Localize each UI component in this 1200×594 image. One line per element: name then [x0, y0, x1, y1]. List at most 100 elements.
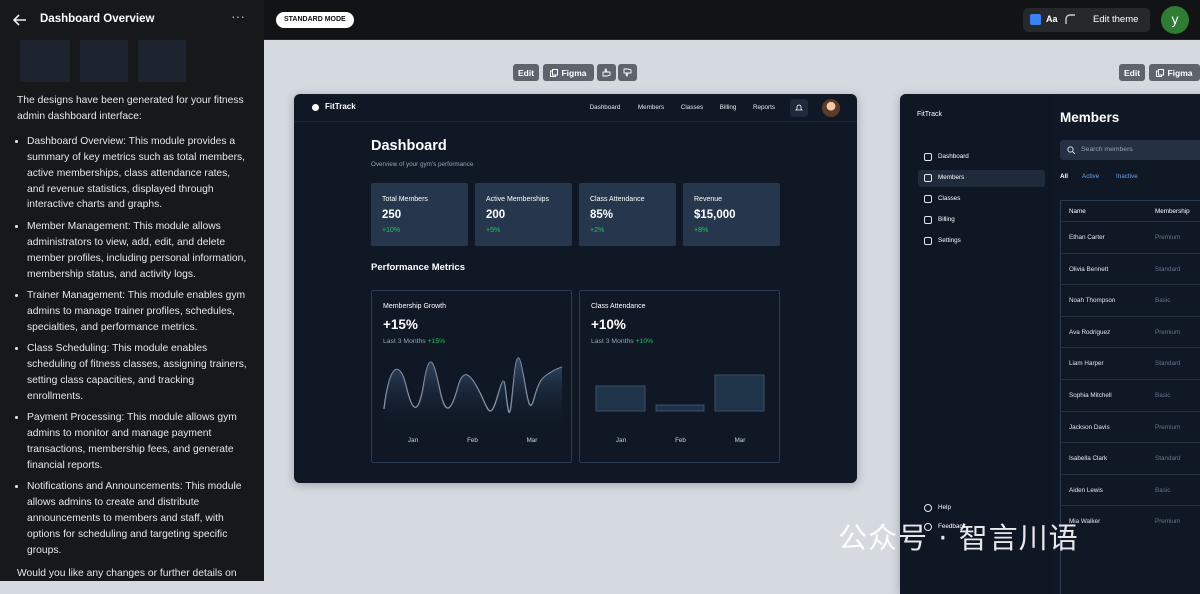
column-header: Membership — [1155, 208, 1190, 215]
sidebar-item[interactable]: Dashboard — [918, 149, 1045, 166]
table-cell: Basic — [1155, 392, 1171, 399]
thumbs-down[interactable] — [618, 64, 637, 81]
filter-tab[interactable]: All — [1060, 173, 1069, 180]
table-cell: Standard — [1155, 455, 1181, 463]
sidebar-icon — [924, 174, 932, 182]
month-label: Feb — [675, 437, 686, 444]
thumbs-up[interactable] — [597, 64, 616, 81]
edit-theme[interactable]: Edit theme — [1093, 14, 1139, 25]
stat-card: Total Members 250 +10% — [371, 183, 468, 246]
stat-change: +8% — [694, 227, 709, 234]
nav-link[interactable]: Billing — [719, 104, 737, 111]
sidebar-label: Dashboard — [938, 153, 969, 160]
chat-panel: Dashboard Overview ··· The designs have … — [0, 0, 264, 581]
bullet-item: Notifications and Announcements: This mo… — [27, 479, 249, 559]
sidebar-label: Classes — [938, 195, 961, 202]
stat-card: Active Memberships 200 +5% — [475, 183, 572, 246]
page: Dashboard Overview ··· The designs have … — [0, 0, 1200, 581]
month-label: Feb — [467, 437, 478, 444]
stat-label: Active Memberships — [486, 196, 550, 203]
thumbnail[interactable] — [138, 40, 186, 82]
footer-link[interactable]: Feedback — [924, 522, 1024, 534]
chat-title: Dashboard Overview — [40, 13, 155, 25]
back-button[interactable] — [12, 13, 28, 27]
stat-value: 200 — [486, 209, 506, 221]
footer-icon — [924, 504, 932, 512]
user-avatar[interactable]: y — [1161, 6, 1189, 34]
notification-button[interactable] — [790, 99, 808, 117]
nav-link[interactable]: Reports — [752, 104, 776, 111]
table-cell: Ethan Carter — [1069, 234, 1105, 241]
column-header: Name — [1069, 208, 1086, 215]
members-preview: FitTrack Dashboard Members Classes Billing Se… — [900, 94, 1200, 594]
sidebar-label: Members — [938, 174, 965, 181]
stat-label: Class Attendance — [590, 196, 645, 203]
chart-period: Last 3 Months — [591, 338, 634, 345]
bar-chart — [580, 291, 781, 464]
stat-value: $15,000 — [694, 209, 736, 221]
search-input[interactable]: Search members — [1060, 140, 1200, 160]
more-button[interactable]: ··· — [231, 8, 245, 24]
stat-change: +2% — [590, 227, 605, 234]
chart-value: +10% — [591, 317, 626, 332]
sidebar-item[interactable]: Classes — [918, 191, 1045, 208]
radius-icon — [1065, 14, 1075, 24]
bullet-item: Payment Processing: This module allows g… — [27, 410, 249, 474]
sidebar-icon — [924, 237, 932, 245]
sidebar-item[interactable]: Billing — [918, 212, 1045, 229]
members-table: Name Membership Ethan Carter Premium Olivia … — [1060, 200, 1200, 594]
sidebar-item[interactable]: Settings — [918, 233, 1045, 250]
table-row[interactable]: Ethan Carter Premium — [1061, 221, 1200, 253]
table-cell: Isabella Clark — [1069, 455, 1108, 463]
nav-link[interactable]: Members — [637, 104, 665, 111]
sidebar-icon — [924, 195, 932, 203]
figma-button[interactable]: Figma — [1149, 64, 1200, 81]
figma-button[interactable]: Figma — [543, 64, 594, 81]
top-bar: STANDARD MODE Aa Edit theme y — [264, 0, 1200, 40]
figma-label: Figma — [561, 67, 587, 78]
brand-name: FitTrack — [917, 111, 943, 118]
chart-period-row: Last 3 Months +10% — [591, 338, 653, 345]
table-cell: Olivia Bennett — [1069, 265, 1109, 273]
table-row[interactable]: Olivia Bennett Standard — [1061, 252, 1200, 285]
table-cell: Basic — [1155, 297, 1171, 305]
chart-card: Class Attendance +10% Last 3 Months +10% Ja… — [579, 290, 780, 463]
table-row[interactable]: Liam Harper Standard — [1061, 347, 1200, 379]
table-row[interactable]: Ava Rodriguez Premium — [1061, 315, 1200, 348]
month-label: Jan — [615, 437, 627, 444]
footer-link[interactable]: Help — [924, 503, 1024, 515]
filter-tab[interactable]: Active — [1082, 173, 1100, 180]
nav-link[interactable]: Classes — [680, 104, 704, 111]
table-cell: Standard — [1155, 265, 1181, 273]
profile-avatar[interactable] — [822, 99, 840, 117]
stat-label: Total Members — [382, 196, 428, 203]
font-label: Aa — [1046, 14, 1058, 24]
sidebar-item[interactable]: Members — [918, 170, 1045, 187]
thumbnail[interactable] — [20, 40, 70, 82]
table-cell: Ava Rodriguez — [1069, 328, 1111, 336]
table-row[interactable]: Isabella Clark Standard — [1061, 442, 1200, 474]
edit-button[interactable]: Edit — [513, 64, 539, 81]
footer-icon — [924, 523, 932, 531]
theme-box[interactable]: Aa Edit theme — [1023, 8, 1150, 32]
stat-change: +5% — [486, 227, 501, 234]
table-row[interactable]: Sophia Mitchell Basic — [1061, 379, 1200, 411]
mode-pill[interactable]: STANDARD MODE — [276, 12, 354, 28]
table-cell: Sophia Mitchell — [1069, 392, 1112, 399]
edit-button[interactable]: Edit — [1119, 64, 1145, 81]
brand-name: FitTrack — [325, 102, 356, 111]
color-swatch — [1030, 14, 1041, 25]
line-chart — [372, 291, 573, 464]
table-cell: Premium — [1155, 518, 1181, 526]
page-subtitle: Overview of your gym's performance — [371, 161, 474, 168]
table-cell: Noah Thompson — [1069, 297, 1116, 305]
table-row[interactable]: Mia Walker Premium — [1061, 505, 1200, 537]
table-row[interactable]: Jackson Davis Premium — [1061, 410, 1200, 443]
filter-tab[interactable]: Inactive — [1116, 173, 1138, 180]
thumbnail[interactable] — [80, 40, 128, 82]
table-cell: Aiden Lewis — [1069, 486, 1103, 494]
table-row[interactable]: Noah Thompson Basic — [1061, 284, 1200, 316]
table-row[interactable]: Aiden Lewis Basic — [1061, 473, 1200, 506]
chat-outro: Would you like any changes or further de… — [17, 567, 237, 579]
nav-link[interactable]: Dashboard — [589, 104, 621, 111]
